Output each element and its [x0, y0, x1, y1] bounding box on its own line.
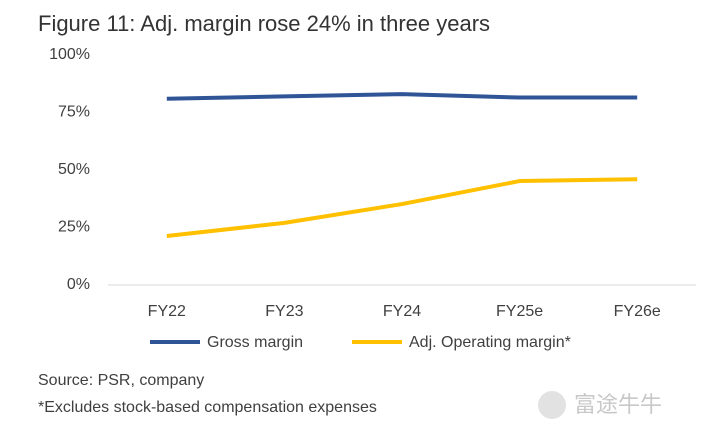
series-line	[166, 92, 638, 101]
x-tick-label: FY26e	[614, 303, 661, 320]
footnote: *Excludes stock-based compensation expen…	[38, 399, 377, 416]
y-tick-label: 75%	[58, 104, 90, 121]
series-line	[166, 177, 638, 238]
legend-label: Gross margin	[207, 334, 303, 351]
y-tick-label: 50%	[58, 161, 90, 178]
x-tick-label: FY24	[383, 303, 421, 320]
watermark-logo	[538, 391, 566, 419]
x-tick-label: FY22	[148, 303, 186, 320]
y-tick-label: 100%	[49, 46, 90, 63]
watermark: 富途牛牛	[574, 392, 662, 417]
source-note: Source: PSR, company	[38, 372, 204, 389]
y-tick-label: 25%	[58, 219, 90, 236]
y-tick-label: 0%	[67, 276, 90, 293]
legend-label: Adj. Operating margin*	[409, 334, 571, 351]
x-tick-label: FY25e	[496, 303, 543, 320]
chart-title: Figure 11: Adj. margin rose 24% in three…	[38, 11, 490, 36]
x-tick-label: FY23	[265, 303, 303, 320]
